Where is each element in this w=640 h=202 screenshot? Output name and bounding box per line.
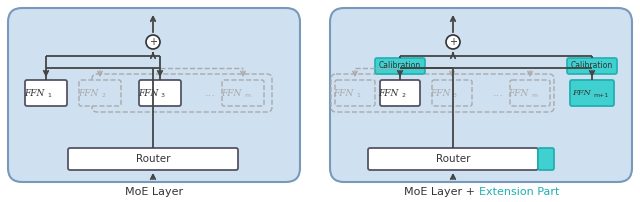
Text: Router: Router <box>436 154 470 164</box>
FancyBboxPatch shape <box>139 80 181 106</box>
Text: Calibration: Calibration <box>571 61 613 70</box>
Text: FFN: FFN <box>379 88 399 98</box>
Text: FFN: FFN <box>431 88 451 98</box>
FancyBboxPatch shape <box>79 80 121 106</box>
Text: FFN: FFN <box>139 88 159 98</box>
FancyBboxPatch shape <box>335 80 375 106</box>
Text: +: + <box>149 37 157 47</box>
FancyBboxPatch shape <box>567 58 617 74</box>
FancyBboxPatch shape <box>380 80 420 106</box>
Text: FFN: FFN <box>333 88 354 98</box>
FancyBboxPatch shape <box>570 80 614 106</box>
Text: 3: 3 <box>161 93 165 98</box>
FancyBboxPatch shape <box>538 148 554 170</box>
FancyBboxPatch shape <box>330 8 632 182</box>
Text: FFN: FFN <box>221 88 242 98</box>
Circle shape <box>146 35 160 49</box>
Text: Calibration: Calibration <box>379 61 421 70</box>
Text: Router: Router <box>136 154 170 164</box>
Text: MoE Layer: MoE Layer <box>125 187 183 197</box>
Text: ...: ... <box>493 88 504 98</box>
FancyBboxPatch shape <box>375 58 425 74</box>
Circle shape <box>446 35 460 49</box>
Text: m: m <box>531 93 537 98</box>
FancyBboxPatch shape <box>8 8 300 182</box>
Text: FFN: FFN <box>24 88 45 98</box>
FancyBboxPatch shape <box>432 80 472 106</box>
Text: +: + <box>449 37 457 47</box>
Text: FFN: FFN <box>572 89 591 97</box>
Text: 3: 3 <box>453 93 457 98</box>
FancyBboxPatch shape <box>92 74 272 112</box>
Text: MoE Layer +: MoE Layer + <box>404 187 479 197</box>
FancyBboxPatch shape <box>331 74 554 112</box>
Text: 1: 1 <box>47 93 51 98</box>
Text: FFN: FFN <box>509 88 529 98</box>
Text: 1: 1 <box>356 93 360 98</box>
FancyBboxPatch shape <box>368 148 538 170</box>
Text: Extension Part: Extension Part <box>479 187 559 197</box>
FancyBboxPatch shape <box>25 80 67 106</box>
Text: 2: 2 <box>401 93 405 98</box>
FancyBboxPatch shape <box>510 80 550 106</box>
Text: ...: ... <box>205 88 216 98</box>
Text: m+1: m+1 <box>593 93 608 98</box>
Text: FFN: FFN <box>79 88 99 98</box>
FancyBboxPatch shape <box>222 80 264 106</box>
Text: m: m <box>244 93 250 98</box>
FancyBboxPatch shape <box>68 148 238 170</box>
Text: 2: 2 <box>101 93 105 98</box>
